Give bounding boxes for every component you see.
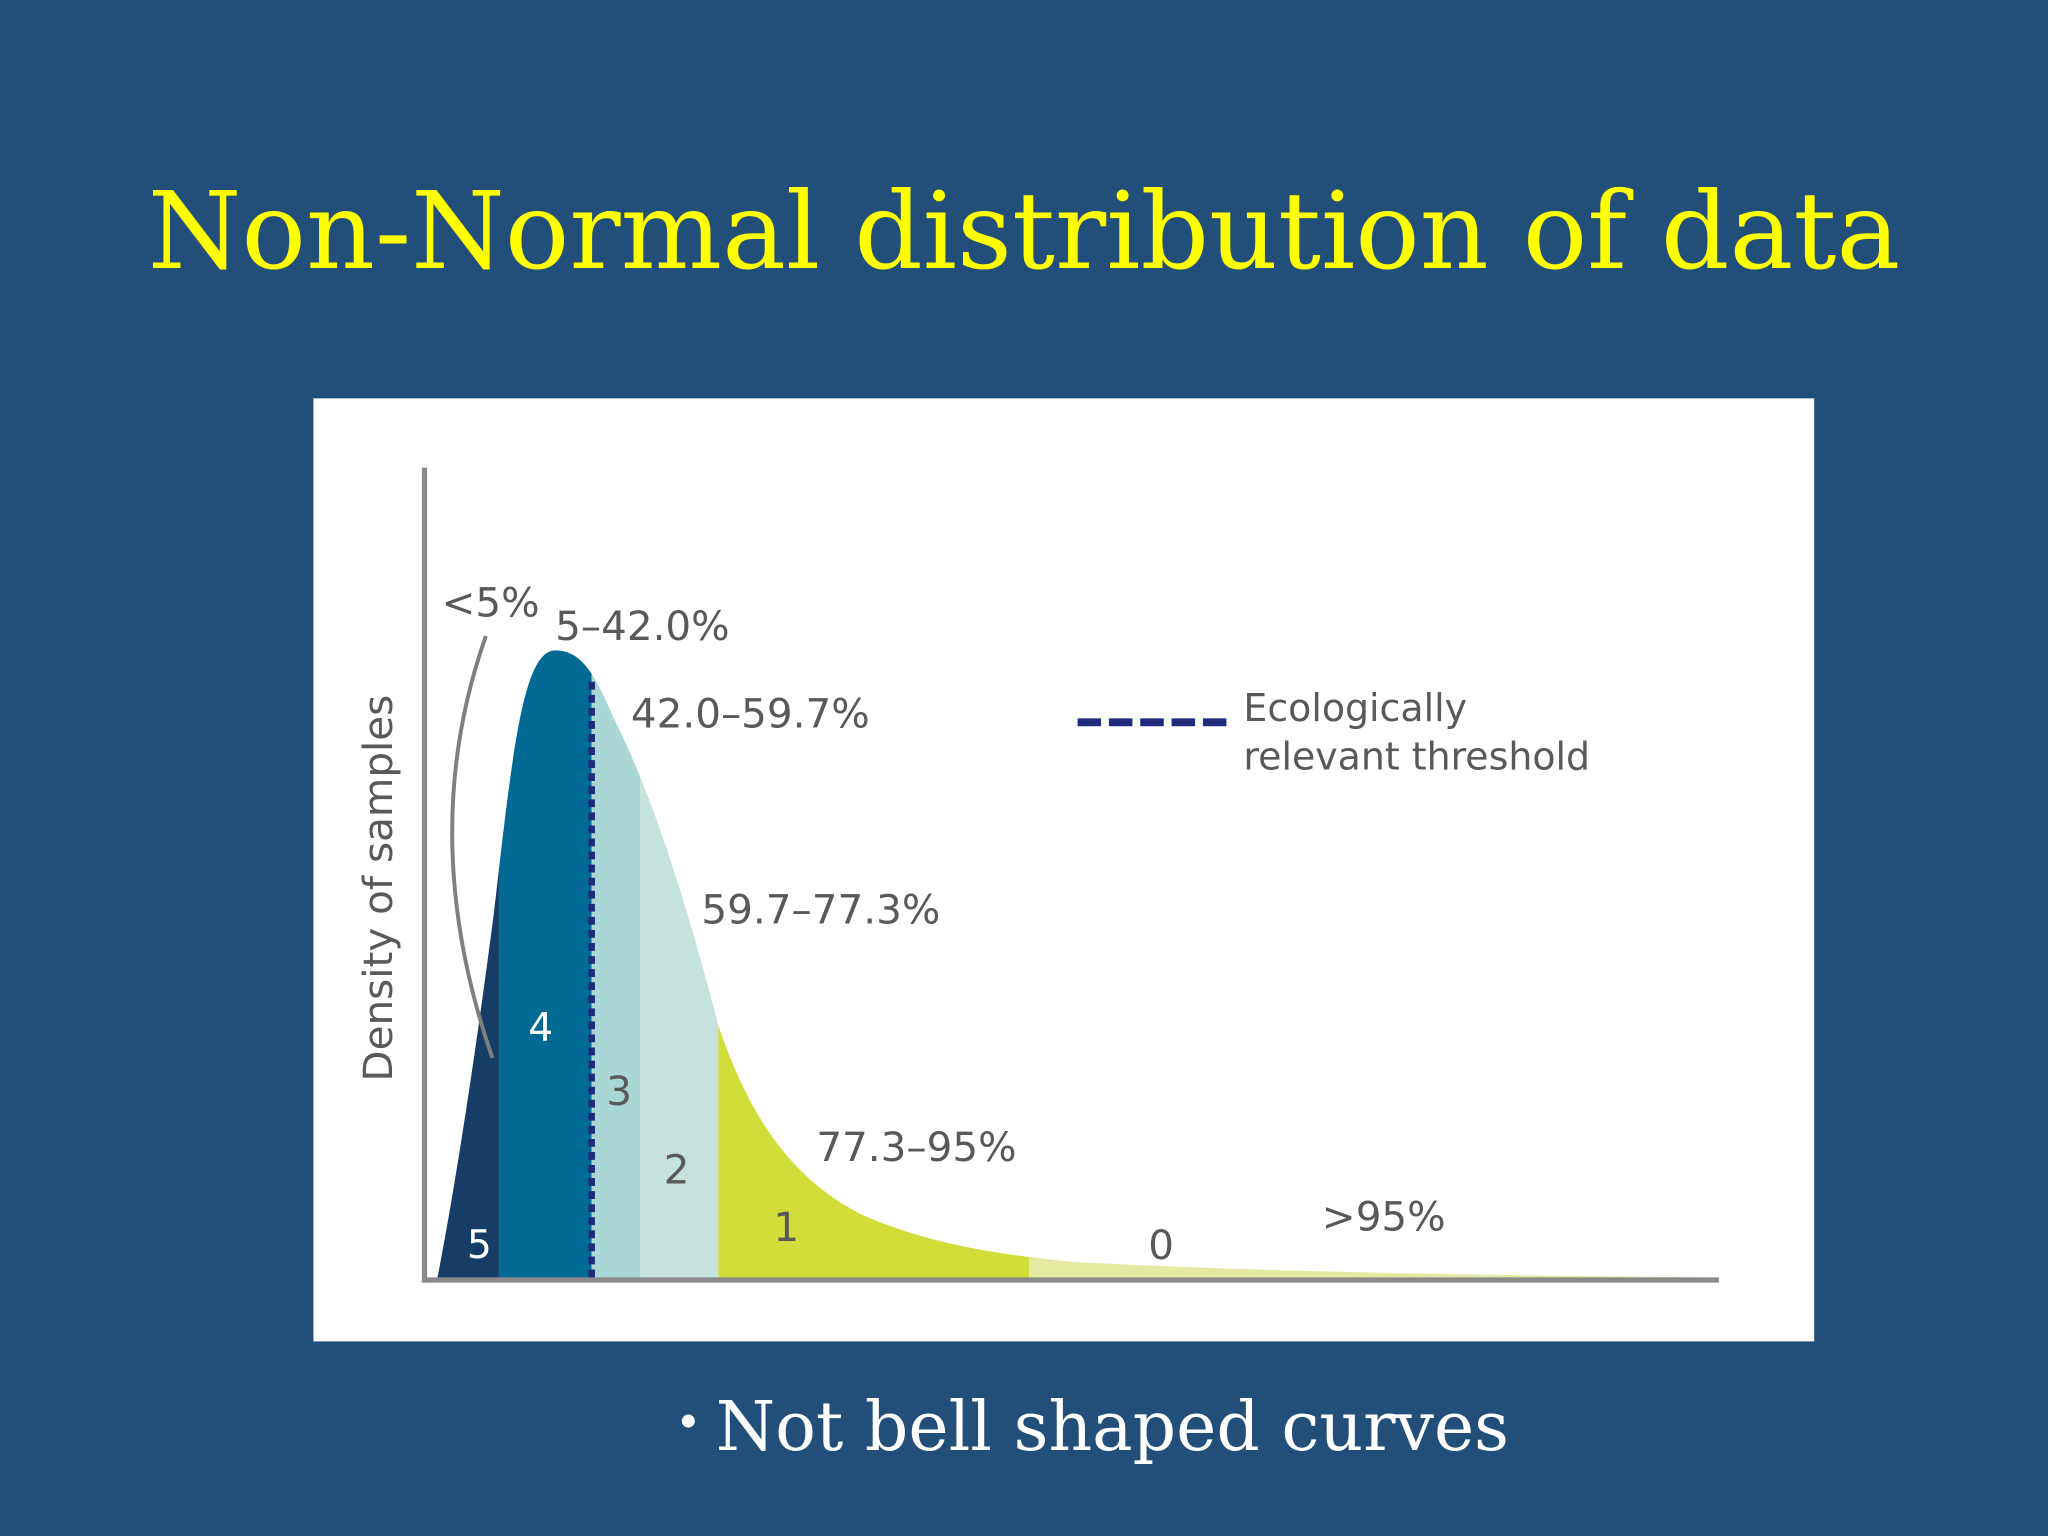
region-4 bbox=[498, 650, 592, 1280]
range-label: 59.7–77.3% bbox=[701, 885, 940, 933]
legend-text: relevant threshold bbox=[1243, 734, 1590, 778]
range-label: 5–42.0% bbox=[555, 602, 730, 650]
region-label: 3 bbox=[606, 1067, 632, 1115]
legend-text: Ecologically bbox=[1243, 686, 1467, 730]
region-label: 0 bbox=[1148, 1221, 1174, 1269]
range-label: <5% bbox=[441, 578, 539, 626]
region-label: 4 bbox=[528, 1006, 553, 1051]
range-label: 77.3–95% bbox=[816, 1123, 1016, 1171]
region-label: 2 bbox=[664, 1145, 690, 1193]
bullet-text: Not bell shaped curves bbox=[716, 1388, 1509, 1467]
y-axis-label: Density of samples bbox=[354, 695, 402, 1082]
range-label: 42.0–59.7% bbox=[631, 690, 870, 738]
bullet-dot bbox=[681, 1414, 695, 1428]
figure: Density of samples <5% 5–42.0% 42.0–59.7… bbox=[313, 398, 1815, 1342]
range-label: >95% bbox=[1322, 1192, 1446, 1240]
slide-title: Non-Normal distribution of data bbox=[148, 170, 1900, 294]
region-label: 1 bbox=[773, 1203, 799, 1251]
pointer-arrow bbox=[450, 635, 495, 1059]
region-label: 5 bbox=[467, 1223, 492, 1268]
